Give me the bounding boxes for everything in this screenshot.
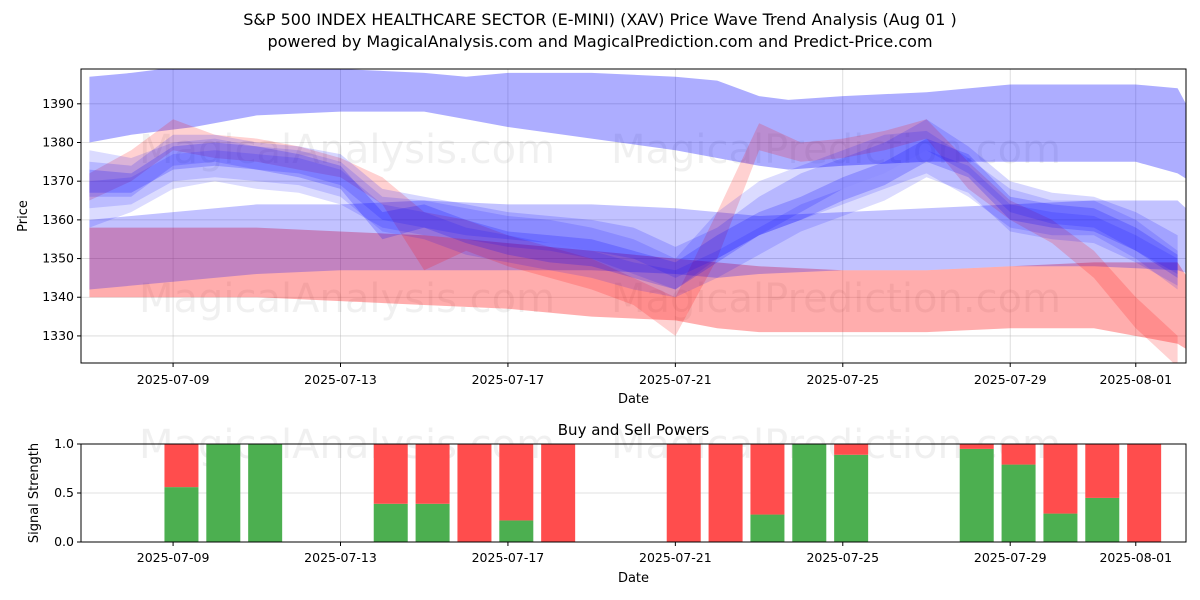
- sell-bar: [373, 444, 408, 504]
- buy-bar: [248, 444, 283, 542]
- watermark-text: MagicalPrediction.com: [611, 127, 1061, 173]
- top-y-tick-label: 1330: [42, 328, 74, 343]
- top-y-tick-label: 1340: [42, 289, 74, 304]
- top-y-tick-label: 1350: [42, 251, 74, 266]
- bottom-y-tick-label: 0.5: [54, 485, 74, 500]
- sell-bar: [1085, 444, 1120, 498]
- top-y-tick-label: 1360: [42, 212, 74, 227]
- watermark-text: MagicalAnalysis.com: [139, 127, 555, 173]
- sell-bar: [959, 444, 994, 449]
- wave-band-wave-blue-d: [89, 150, 1178, 298]
- top-x-tick-label: 2025-07-21: [639, 372, 712, 387]
- top-x-tick-label: 2025-07-09: [137, 372, 210, 387]
- buy-bar: [792, 444, 827, 542]
- buy-bar: [415, 503, 450, 542]
- wave-band-wave-blue-a: [89, 119, 1178, 278]
- sell-bar: [708, 444, 743, 542]
- buy-bar: [959, 448, 994, 542]
- sell-bar: [499, 444, 534, 521]
- buy-bar: [164, 487, 199, 542]
- buy-bar: [499, 520, 534, 542]
- buy-bar: [1043, 513, 1078, 542]
- bottom-x-axis-label: Date: [618, 571, 649, 586]
- wave-band-wave-red-a: [89, 119, 1178, 363]
- buy-bar: [1001, 464, 1036, 542]
- bottom-chart-title: Buy and Sell Powers: [558, 421, 710, 439]
- top-x-tick-label: 2025-07-29: [974, 372, 1047, 387]
- top-x-tick-label: 2025-08-01: [1099, 372, 1172, 387]
- bottom-y-tick-label: 0.0: [54, 534, 74, 549]
- top-watermarks: MagicalAnalysis.com MagicalPrediction.com…: [139, 127, 1061, 322]
- bottom-bars: [164, 444, 1162, 542]
- bottom-y-axis-label: Signal Strength: [27, 443, 42, 543]
- chart-title-line2: powered by MagicalAnalysis.com and Magic…: [267, 32, 933, 51]
- bottom-x-tick-label: 2025-07-29: [974, 550, 1047, 565]
- sell-bar: [1127, 444, 1162, 542]
- top-grid: [81, 69, 1186, 363]
- bottom-x-tick-label: 2025-08-01: [1099, 550, 1172, 565]
- top-y-tick-label: 1390: [42, 96, 74, 111]
- sell-bar: [415, 444, 450, 504]
- buy-bar: [1085, 497, 1120, 542]
- chart-title-line1: S&P 500 INDEX HEALTHCARE SECTOR (E-MINI)…: [243, 10, 957, 29]
- buy-bar: [206, 444, 241, 542]
- top-x-tick-label: 2025-07-13: [304, 372, 377, 387]
- buy-bar: [373, 503, 408, 542]
- sell-bar: [834, 444, 869, 455]
- top-x-axis-label: Date: [618, 392, 649, 407]
- watermark-text: MagicalAnalysis.com: [139, 422, 555, 468]
- sell-bar: [750, 444, 785, 515]
- sell-bar: [457, 444, 492, 542]
- bottom-x-tick-label: 2025-07-09: [137, 550, 210, 565]
- wave-band-wide-blue-upper: [89, 69, 1186, 179]
- bottom-x-tick-label: 2025-07-13: [304, 550, 377, 565]
- sell-bar: [164, 444, 199, 488]
- top-x-tick-label: 2025-07-25: [806, 372, 879, 387]
- wave-band-long-red-lower: [89, 227, 1186, 349]
- top-x-tick-label: 2025-07-17: [472, 372, 545, 387]
- top-plot-frame: [80, 68, 1187, 364]
- bottom-x-tick-label: 2025-07-21: [639, 550, 712, 565]
- bottom-y-tick-label: 1.0: [54, 436, 74, 451]
- sell-bar: [1001, 444, 1036, 465]
- buy-bar: [834, 454, 869, 542]
- sell-bar: [1043, 444, 1078, 514]
- watermark-text: MagicalAnalysis.com: [139, 276, 555, 322]
- buy-bar: [750, 514, 785, 542]
- wave-band-long-purple-mid: [89, 200, 1186, 290]
- top-y-tick-label: 1380: [42, 135, 74, 150]
- wave-band-wave-blue-c: [89, 138, 1178, 290]
- wave-band-wave-blue-b: [89, 130, 1178, 290]
- top-bands: [89, 69, 1186, 363]
- top-y-tick-label: 1370: [42, 173, 74, 188]
- bottom-x-tick-label: 2025-07-17: [472, 550, 545, 565]
- top-y-axis-label: Price: [16, 200, 31, 232]
- bottom-x-tick-label: 2025-07-25: [806, 550, 879, 565]
- watermark-text: MagicalPrediction.com: [611, 276, 1061, 322]
- sell-bar: [541, 444, 576, 542]
- sell-bar: [666, 444, 701, 542]
